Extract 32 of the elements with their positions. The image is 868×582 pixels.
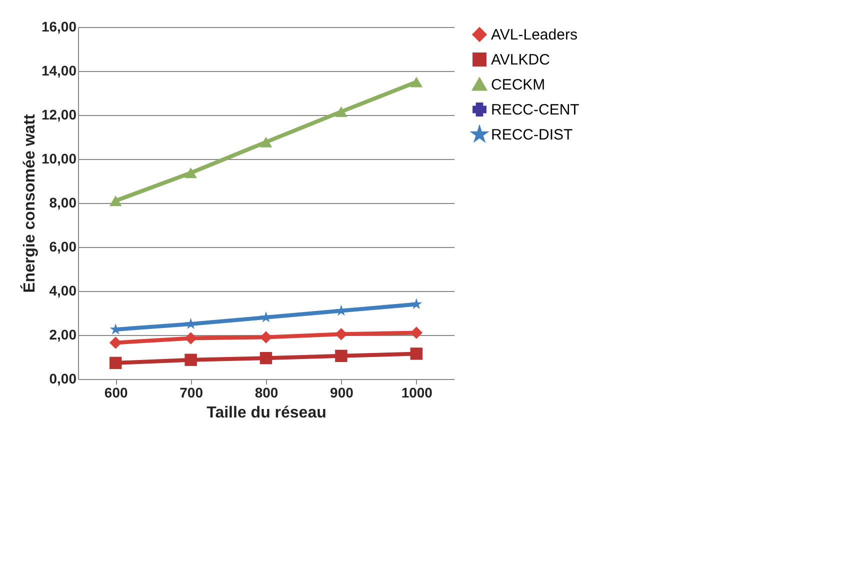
x-axis-title: Taille du réseau — [206, 404, 326, 422]
y-tick-label: 0,00 — [49, 370, 77, 386]
point — [335, 106, 348, 118]
x-tick-label: 900 — [330, 384, 354, 400]
point — [335, 350, 348, 362]
y-tick-label: 2,00 — [49, 326, 77, 342]
point — [184, 354, 197, 366]
point — [410, 348, 423, 360]
point — [410, 298, 422, 310]
y-axis-title: Énergie consomée watt — [19, 113, 38, 293]
y-tick-label: 16,00 — [41, 18, 77, 34]
y-tick-label: 4,00 — [49, 282, 77, 298]
y-tick-label: 14,00 — [41, 62, 77, 78]
legend-label: CECKM — [491, 76, 546, 94]
point — [109, 356, 122, 370]
x-tick-label: 700 — [180, 384, 204, 400]
y-tick-label: 8,00 — [49, 194, 77, 210]
point — [410, 76, 423, 88]
x-tick-label: 800 — [254, 384, 278, 400]
point — [260, 352, 272, 364]
legend-label: AVLKDC — [491, 52, 550, 68]
y-tick-label: 10,00 — [41, 150, 77, 166]
point — [260, 136, 272, 148]
legend-label: RECC-CENT — [491, 102, 580, 118]
point — [184, 168, 197, 178]
legend-label: AVL-Leaders — [491, 26, 578, 44]
legend-label: RECC-DIST — [491, 126, 573, 144]
x-tick-label: 600 — [104, 384, 128, 400]
y-tick-label: 12,00 — [41, 106, 77, 122]
y-tick-label: 6,00 — [49, 238, 77, 254]
point — [109, 195, 122, 206]
x-tick-label: 1000 — [401, 384, 433, 400]
